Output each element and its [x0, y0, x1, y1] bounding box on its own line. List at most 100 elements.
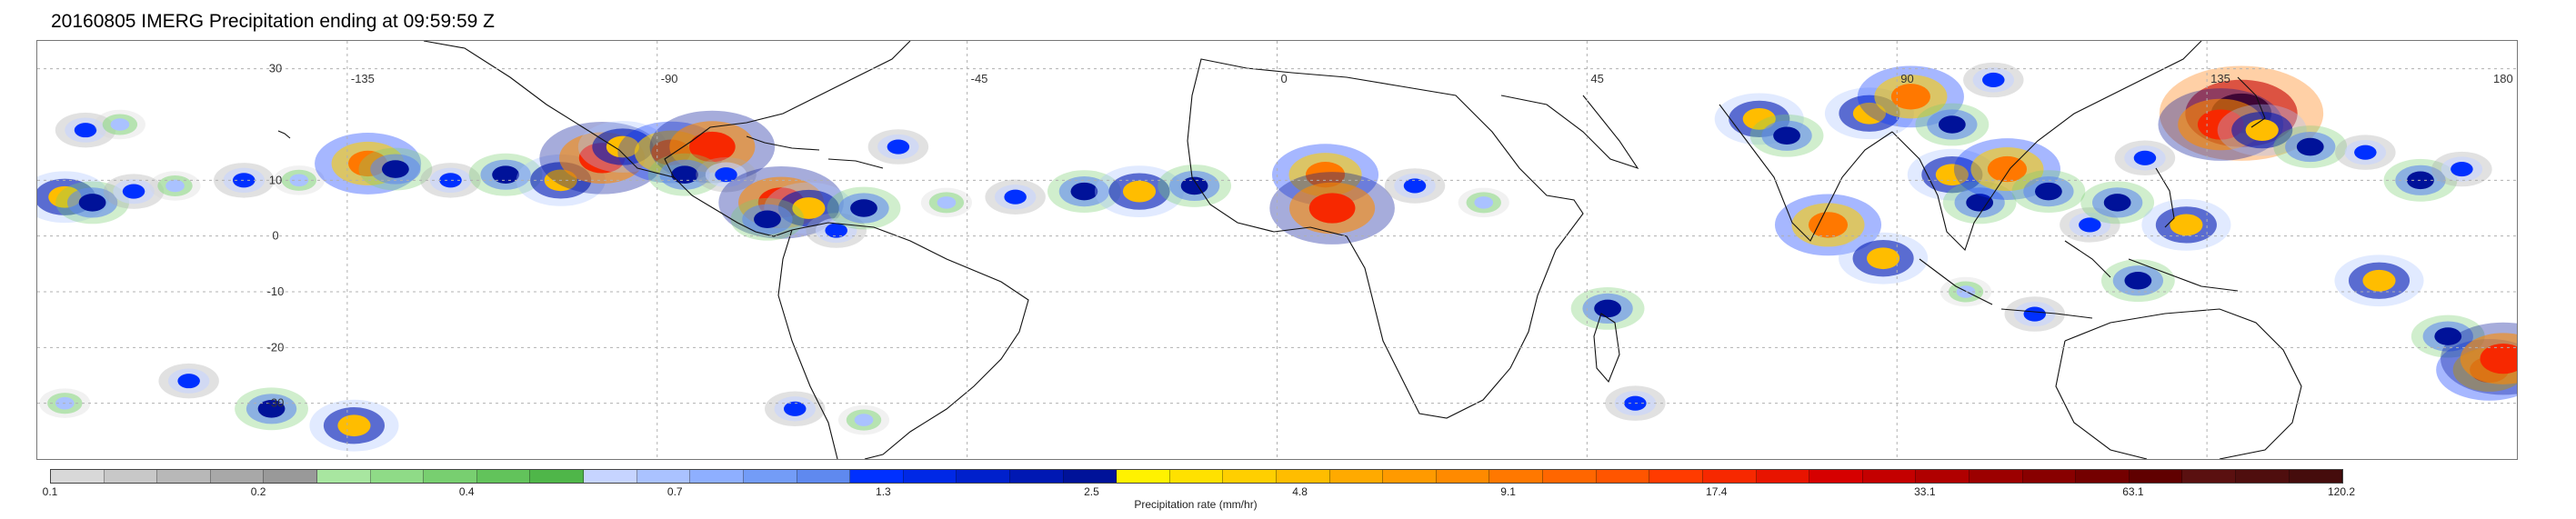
precip-cell: [2170, 214, 2203, 236]
colorbar: [50, 469, 2343, 484]
colorbar-swatch: [1277, 470, 1330, 483]
precip-cell: [850, 199, 877, 217]
precip-cell: [74, 123, 97, 138]
lon-label: 135: [2210, 72, 2230, 85]
coastline-hawaii: [277, 130, 291, 139]
colorbar-swatch: [1169, 470, 1224, 483]
lat-label: -30: [267, 396, 285, 410]
precip-cell: [1004, 189, 1027, 205]
precip-cell: [1070, 182, 1098, 201]
colorbar-swatch: [1117, 470, 1170, 483]
lon-label: 180: [2493, 72, 2513, 85]
precip-cell: [2354, 145, 2377, 160]
precip-cell: [1852, 102, 1887, 125]
colorbar-tick-label: 0.7: [667, 485, 683, 498]
colorbar-swatch: [1702, 470, 1757, 483]
colorbar-swatch: [104, 470, 158, 483]
colorbar-ticks: 0.1 0.2 0.4 0.7 1.3 2.5 4.8 9.1 17.4 33.1 63.1 120.…: [43, 485, 2355, 500]
colorbar-swatch: [1223, 470, 1278, 483]
colorbar-swatch: [1063, 470, 1118, 483]
lat-lon-grid: [37, 41, 2517, 459]
colorbar-swatch: [210, 470, 265, 483]
precip-cell: [1403, 178, 1427, 194]
colorbar-swatch: [2289, 470, 2343, 483]
precip-cell: [2023, 306, 2046, 322]
colorbar-swatch: [2235, 470, 2290, 483]
coastline-arabia: [1500, 95, 1639, 170]
precip-cell: [1594, 299, 1621, 318]
precip-cell: [2245, 119, 2279, 142]
precip-cell: [382, 160, 409, 178]
coastline-australia: [2055, 308, 2302, 459]
precip-cell: [1987, 155, 2028, 183]
precip-cell: [177, 374, 200, 389]
precip-cell: [2103, 194, 2131, 212]
colorbar-swatch: [2129, 470, 2183, 483]
colorbar-swatch: [1489, 470, 1544, 483]
colorbar-tick-label: 17.4: [1706, 485, 1728, 498]
colorbar-swatch: [636, 470, 691, 483]
lon-label: -45: [971, 72, 988, 85]
colorbar-swatch: [264, 470, 318, 483]
precip-cell: [257, 400, 286, 418]
precip-cell: [2434, 327, 2462, 345]
precipitation-map: 30 10 0 -10 -20 -30 -135 -90 -45 0 45 90 135 180: [36, 40, 2518, 460]
colorbar-swatch: [157, 470, 211, 483]
precip-cell: [1742, 107, 1776, 130]
colorbar-tick-label: 1.3: [876, 485, 891, 498]
precip-cell: [854, 414, 874, 426]
precip-cell: [715, 167, 737, 183]
colorbar-swatch: [476, 470, 531, 483]
lat-label: 10: [269, 173, 282, 186]
lon-label: 90: [1900, 72, 1913, 85]
coastline-north-america: [423, 41, 911, 178]
lat-label: 0: [272, 229, 278, 243]
precip-cell: [689, 131, 736, 163]
colorbar-swatch: [797, 470, 851, 483]
colorbar-swatch: [1596, 470, 1650, 483]
precip-cell: [233, 173, 256, 188]
colorbar-swatch: [584, 470, 637, 483]
coastline-south-america: [777, 222, 1029, 459]
map-title: 20160805 IMERG Precipitation ending at 0…: [51, 11, 495, 32]
precip-cell: [110, 118, 130, 131]
lat-label: 30: [269, 62, 282, 75]
colorbar-swatch: [2182, 470, 2236, 483]
colorbar-swatch: [903, 470, 957, 483]
grid-labels: 30 10 0 -10 -20 -30 -135 -90 -45 0 45 90 135 180: [267, 62, 2513, 410]
precip-cell: [606, 135, 639, 158]
precip-cell: [1122, 180, 1157, 203]
precip-cell: [2124, 271, 2152, 290]
precip-cell: [825, 223, 847, 238]
colorbar-swatch: [1436, 470, 1490, 483]
colorbar-swatch: [1329, 470, 1384, 483]
precip-cell: [784, 401, 807, 416]
precip-cell: [439, 173, 462, 188]
precip-cell: [165, 179, 185, 193]
coastline-caribbean: [746, 135, 884, 169]
colorbar-swatch: [530, 470, 585, 483]
precip-cell: [492, 165, 519, 184]
precip-cell: [2480, 343, 2517, 374]
coastline-madagascar: [1593, 313, 1620, 384]
colorbar-swatch: [424, 470, 477, 483]
coastline-central-america: [673, 176, 793, 237]
precip-cell: [1808, 212, 1849, 238]
lon-label: -90: [661, 72, 678, 85]
colorbar-tick-label: 9.1: [1500, 485, 1516, 498]
lat-label: -20: [267, 340, 285, 354]
coastline-japan: [2237, 76, 2266, 128]
precip-cell: [1966, 194, 1994, 212]
precip-cell: [1890, 84, 1930, 110]
precip-cell: [122, 184, 145, 199]
coastline-africa: [1187, 58, 1584, 419]
colorbar-tick-label: 0.2: [250, 485, 266, 498]
colorbar-label: Precipitation rate (mm/hr): [1134, 498, 1258, 511]
precip-cell: [1982, 72, 2005, 87]
colorbar-tick-label: 33.1: [1914, 485, 1936, 498]
colorbar-tick-label: 4.8: [1292, 485, 1308, 498]
colorbar-swatch: [1756, 470, 1810, 483]
colorbar-tick-label: 0.4: [458, 485, 475, 498]
colorbar-swatch: [690, 470, 744, 483]
colorbar-tick-label: 0.1: [42, 485, 58, 498]
